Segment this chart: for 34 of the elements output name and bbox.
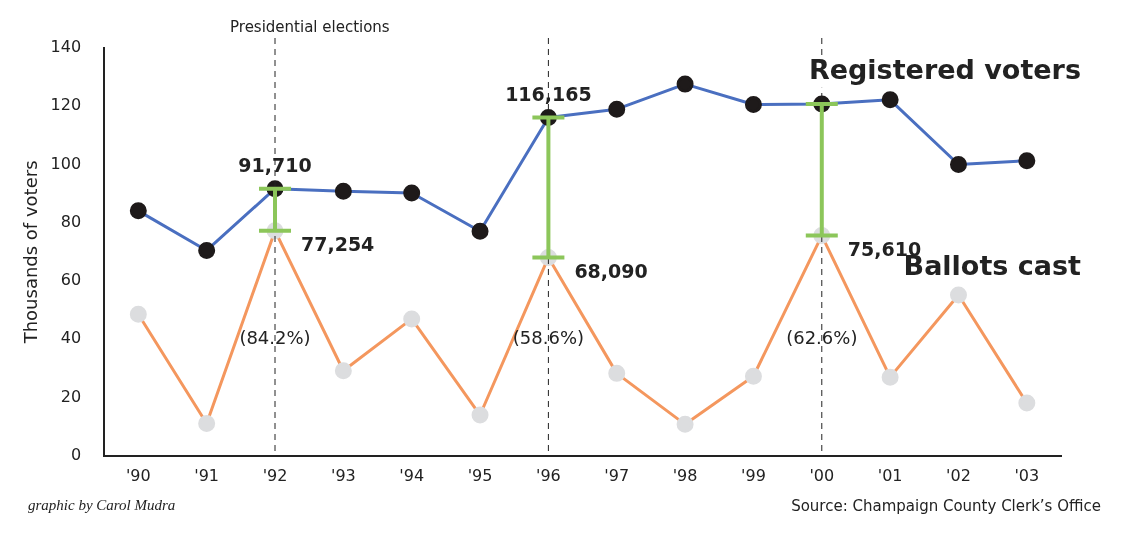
- y-tick-label: 20: [60, 386, 82, 406]
- y-tick-label: 80: [60, 211, 82, 231]
- y-tick-label: 140: [50, 37, 82, 57]
- x-tick-label: '03: [1014, 465, 1040, 485]
- series-label: Registered voters: [808, 54, 1081, 86]
- ref-line-label: Presidential elections: [230, 18, 390, 37]
- annotation: 68,090: [574, 259, 648, 282]
- y-axis-title: Thousands of voters: [20, 160, 42, 345]
- x-tick-label: '90: [125, 465, 151, 485]
- annotation: (62.6%): [786, 326, 858, 348]
- source-note: Source: Champaign County Clerk’s Office: [791, 497, 1101, 515]
- y-tick-label: 60: [60, 270, 82, 290]
- y-tick-label: 100: [50, 153, 82, 173]
- x-tick-label: '93: [330, 465, 356, 485]
- text: graphic by Carol Mudra: [28, 497, 176, 515]
- x-tick-label: '99: [741, 465, 766, 485]
- annotation: 91,710: [238, 154, 312, 177]
- y-tick-label: 40: [60, 328, 82, 348]
- y-tick-label: 120: [50, 95, 82, 115]
- annotation: 77,254: [301, 233, 375, 256]
- x-tick-label: '96: [536, 465, 561, 485]
- x-tick-label: '92: [262, 465, 288, 485]
- x-tick-label: '94: [399, 465, 425, 485]
- x-tick-label: '02: [946, 465, 971, 485]
- x-tick-label: '98: [672, 465, 698, 485]
- y-tick-label: 0: [70, 444, 82, 464]
- annotation: (84.2%): [239, 326, 311, 348]
- x-tick-label: '97: [604, 465, 630, 485]
- x-tick-label: '95: [467, 465, 493, 485]
- x-tick-label: '01: [877, 465, 903, 485]
- x-tick-label: '00: [809, 465, 835, 485]
- annotation: (58.6%): [512, 326, 585, 348]
- annotation: 116,165: [505, 82, 592, 105]
- x-tick-label: '91: [194, 465, 220, 485]
